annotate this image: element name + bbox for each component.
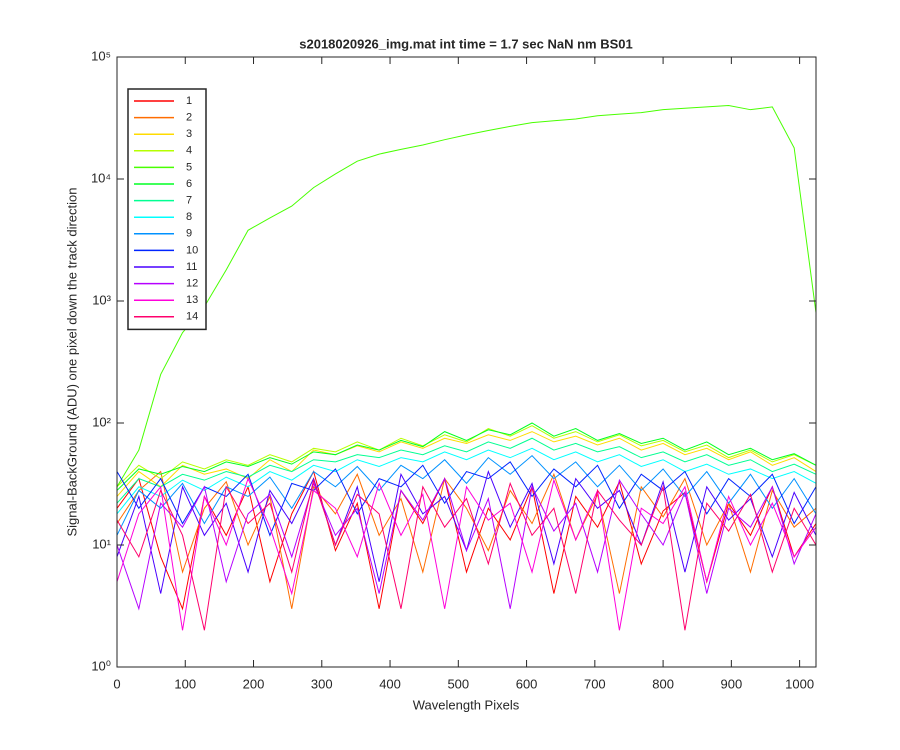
legend-label: 8 [186,211,192,223]
y-tick-label: 10³ [92,292,111,307]
x-tick-label: 300 [311,676,333,691]
axes-box [116,56,817,668]
series-line [116,422,817,491]
legend-box [127,88,207,331]
legend-label: 4 [186,145,192,157]
x-tick-label: 0 [113,676,120,691]
x-tick-label: 600 [516,676,538,691]
chart-title: s2018020926_img.mat int time = 1.7 sec N… [299,36,633,51]
x-tick-label: 800 [652,676,674,691]
x-tick-label: 700 [584,676,606,691]
legend-label: 10 [186,244,198,256]
series-line [116,470,817,609]
series-line [116,437,817,504]
legend-label: 6 [186,178,192,190]
series-line [116,431,817,497]
y-tick-label: 10⁰ [91,658,111,673]
legend-label: 12 [186,278,198,290]
y-tick-label: 10⁴ [91,170,111,185]
y-tick-label: 10¹ [92,536,111,551]
series-line [116,478,817,631]
series-line [116,477,817,631]
legend-label: 7 [186,195,192,207]
series-line [116,105,817,488]
series-line [116,477,817,611]
series-layer [116,105,817,631]
series-line [116,461,817,537]
legend-label: 3 [186,128,192,140]
x-axis-label: Wavelength Pixels [413,697,520,712]
x-tick-label: 200 [243,676,265,691]
legend-label: 14 [186,311,198,323]
legend-label: 1 [186,95,192,107]
y-axis-label: Signal-BackGround (ADU) one pixel down t… [64,187,79,536]
series-line [116,425,817,488]
x-tick-label: 500 [447,676,469,691]
x-tick-label: 100 [174,676,196,691]
x-tick-label: 900 [721,676,743,691]
series-line [116,454,817,536]
legend-label: 9 [186,228,192,240]
x-tick-label: 1000 [785,676,814,691]
x-tick-label: 400 [379,676,401,691]
legend-label: 5 [186,161,192,173]
legend-label: 2 [186,112,192,124]
y-tick-label: 10² [92,414,111,429]
legend-label: 11 [186,261,197,273]
y-tick-label: 10⁵ [91,48,111,63]
legend-label: 13 [186,294,198,306]
series-line [116,447,817,515]
